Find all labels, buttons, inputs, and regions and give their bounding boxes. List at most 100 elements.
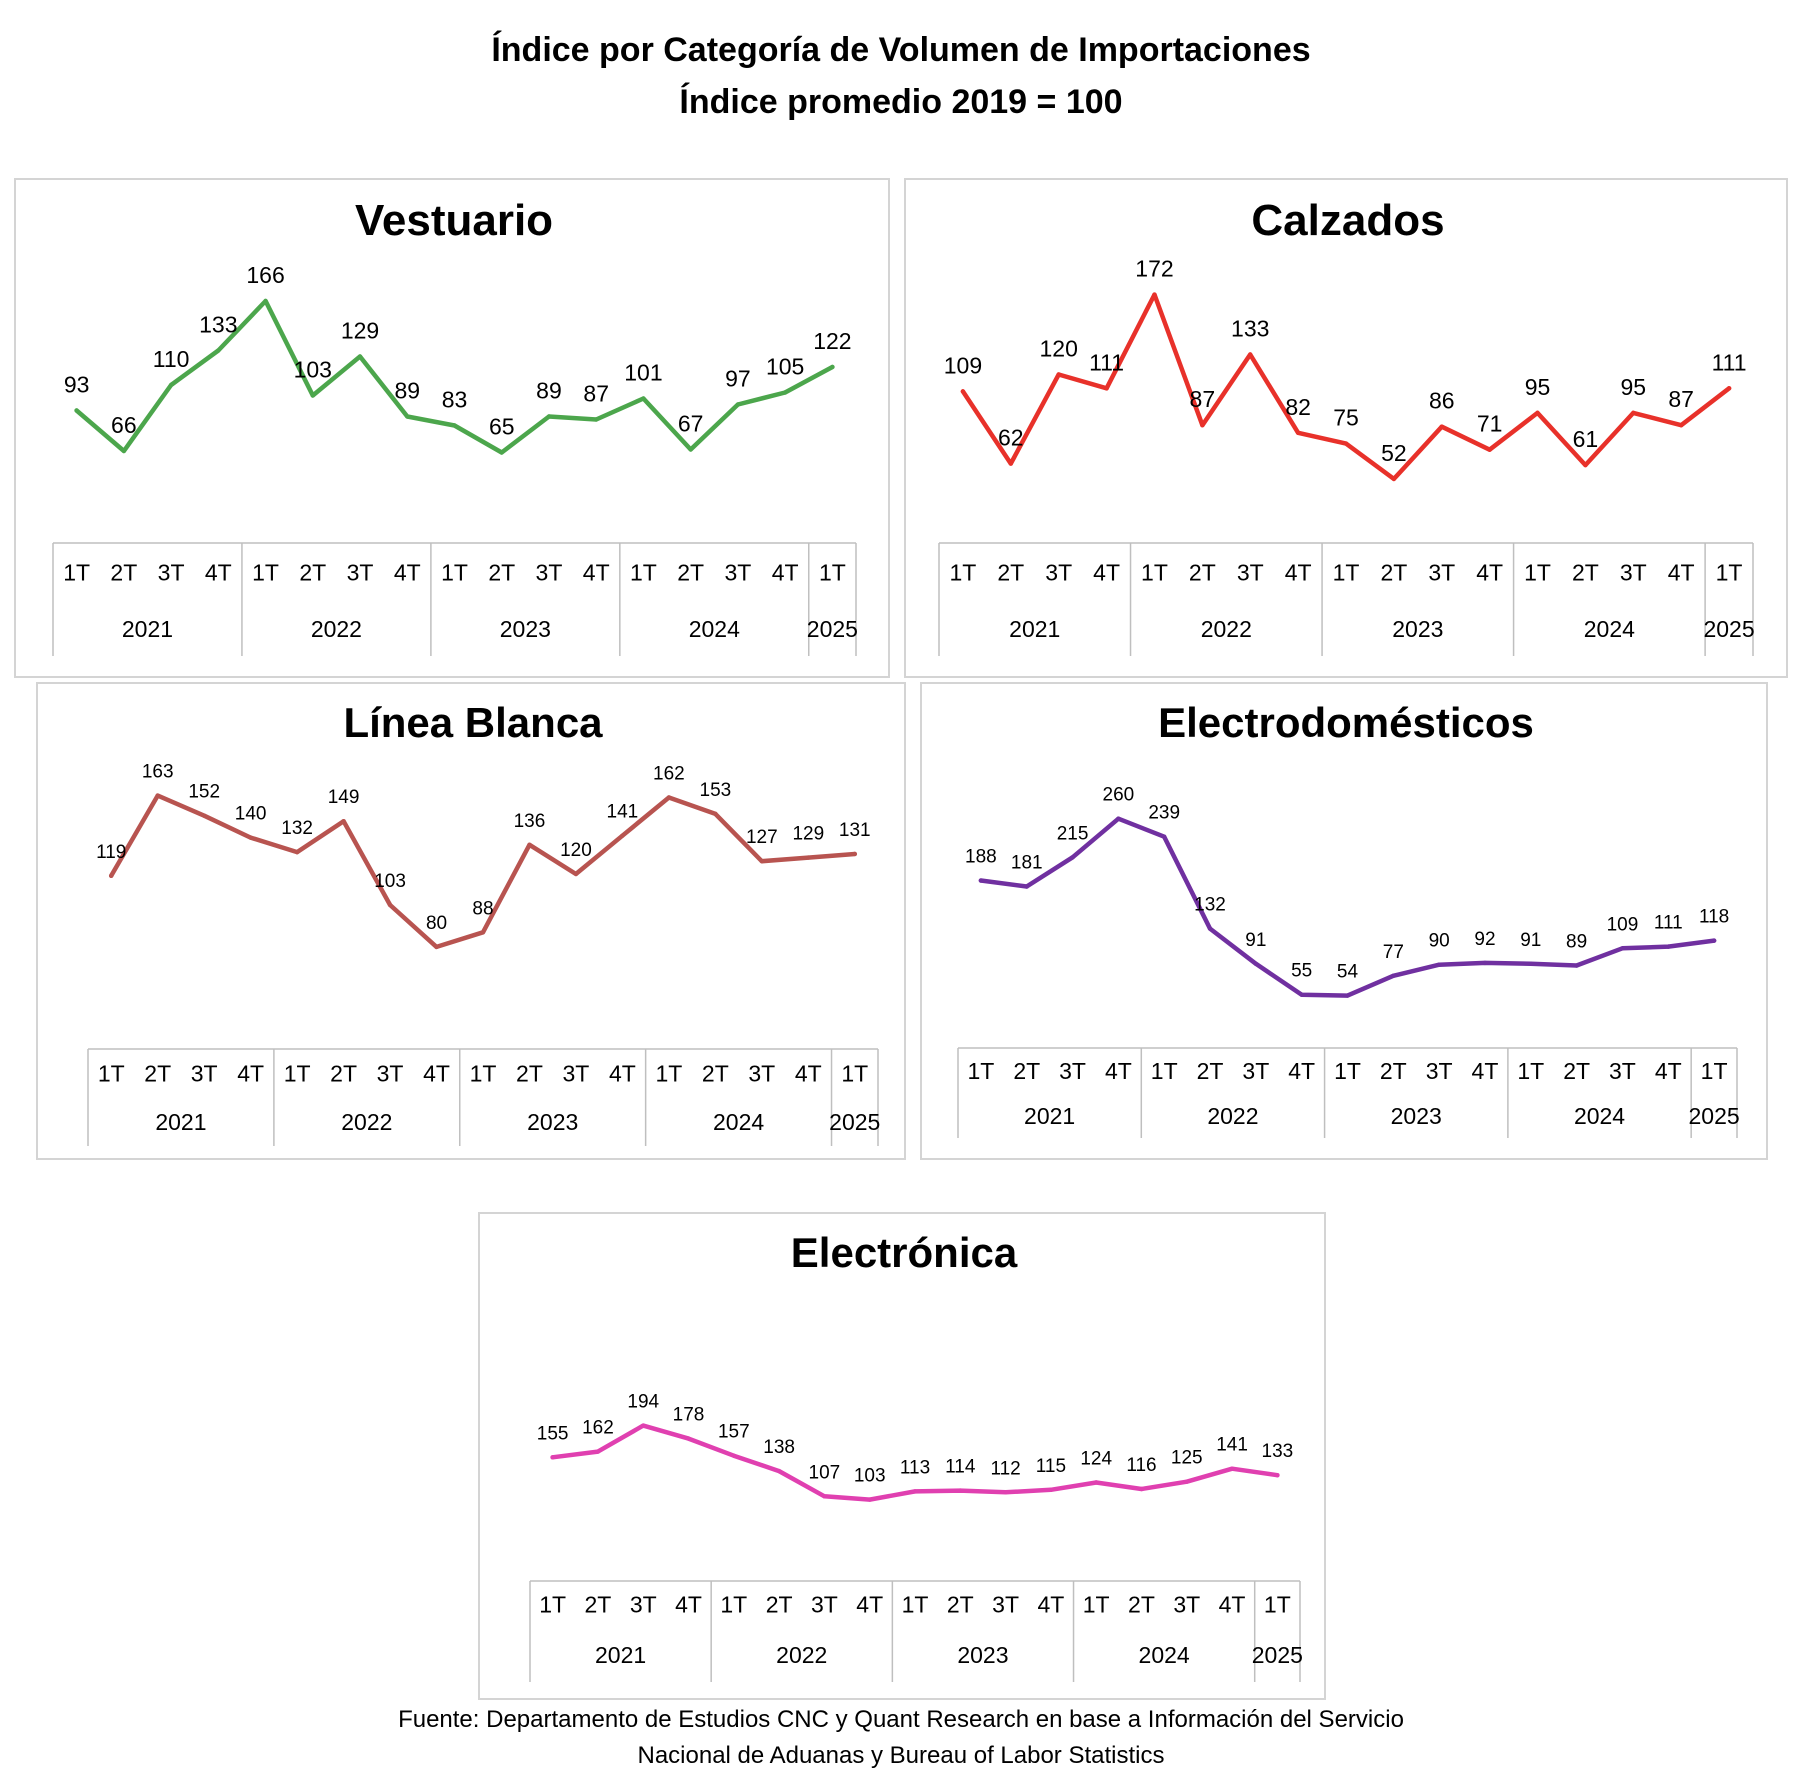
chart-panel-calzados: Calzados 1T 2T 3T 4T 1T 2T 3T 4T 1T 2T 3T 4T 1T 2T 3T 4T… xyxy=(904,178,1788,678)
source-line2: Nacional de Aduanas y Bureau of Labor St… xyxy=(637,1742,1165,1769)
quarter-tick-label: 1T xyxy=(950,560,977,586)
data-label: 93 xyxy=(64,372,90,398)
chart-title: Línea Blanca xyxy=(343,699,603,746)
data-label: 152 xyxy=(188,782,220,803)
data-point xyxy=(452,423,457,428)
source-line1: Fuente: Departamento de Estudios CNC y Q… xyxy=(398,1706,1404,1733)
data-point xyxy=(594,417,599,422)
data-label: 132 xyxy=(1194,895,1226,916)
data-label: 109 xyxy=(944,352,982,378)
quarter-tick-label: 3T xyxy=(1609,1058,1636,1084)
quarter-tick-label: 3T xyxy=(748,1061,775,1087)
data-label: 66 xyxy=(111,412,137,438)
data-point xyxy=(830,364,835,370)
data-point xyxy=(1253,961,1259,967)
data-point xyxy=(1184,1479,1189,1484)
data-point xyxy=(1528,961,1533,967)
data-label: 52 xyxy=(1381,440,1407,466)
quarter-tick-label: 1T xyxy=(98,1061,125,1087)
quarter-tick-label: 1T xyxy=(1524,560,1551,586)
data-label: 118 xyxy=(1699,907,1729,928)
quarter-tick-label: 3T xyxy=(377,1061,404,1087)
data-label: 113 xyxy=(900,1457,930,1478)
quarter-tick-label: 4T xyxy=(205,560,232,586)
quarter-tick-label: 4T xyxy=(1105,1058,1132,1084)
data-point xyxy=(1666,944,1671,949)
data-point xyxy=(405,414,410,419)
quarter-tick-label: 1T xyxy=(252,560,279,586)
data-label: 133 xyxy=(1262,1441,1294,1462)
quarter-tick-label: 1T xyxy=(655,1061,682,1087)
data-label: 87 xyxy=(1668,386,1694,412)
data-label: 65 xyxy=(489,414,515,440)
data-label: 107 xyxy=(809,1462,841,1483)
data-point xyxy=(1275,1472,1280,1478)
data-label: 111 xyxy=(1654,913,1683,934)
year-tick-label: 2024 xyxy=(713,1109,764,1135)
data-point xyxy=(978,878,984,883)
quarter-tick-label: 2T xyxy=(330,1061,357,1087)
quarter-tick-label: 1T xyxy=(470,1061,497,1087)
year-tick-label: 2023 xyxy=(1392,616,1443,642)
chart-title: Electrónica xyxy=(791,1229,1018,1276)
quarter-tick-label: 4T xyxy=(609,1061,636,1087)
quarter-tick-label: 4T xyxy=(1476,560,1503,586)
quarter-tick-label: 1T xyxy=(902,1592,929,1618)
quarter-tick-label: 1T xyxy=(1333,560,1360,586)
data-point xyxy=(121,448,127,454)
year-tick-label: 2021 xyxy=(1024,1103,1075,1129)
data-label: 124 xyxy=(1080,1449,1112,1470)
data-point xyxy=(620,833,625,838)
data-point xyxy=(1391,973,1396,979)
data-point xyxy=(1583,462,1588,468)
data-point xyxy=(1535,410,1540,416)
data-label: 260 xyxy=(1103,785,1135,806)
year-tick-label: 2022 xyxy=(1201,616,1252,642)
year-tick-label: 2025 xyxy=(807,616,858,642)
data-point xyxy=(387,902,393,908)
data-point xyxy=(735,402,741,407)
chart-panel-vestuario: Vestuario 1T 2T 3T 4T 1T 2T 3T 4T 1T 2T 3T 4T 1T 2T 3T 4… xyxy=(14,178,890,678)
quarter-tick-label: 2T xyxy=(1197,1058,1224,1084)
data-label: 111 xyxy=(1712,349,1747,375)
main-title-line2: Índice promedio 2019 = 100 xyxy=(679,83,1123,121)
year-tick-label: 2025 xyxy=(1703,616,1754,642)
data-label: 54 xyxy=(1337,962,1359,983)
main-title-line1: Índice por Categoría de Volumen de Impor… xyxy=(491,31,1311,69)
data-point xyxy=(759,859,765,864)
data-point xyxy=(573,871,579,877)
data-label: 133 xyxy=(199,312,237,338)
quarter-tick-label: 4T xyxy=(394,560,421,586)
series-line-linea-blanca xyxy=(108,793,858,950)
year-tick-label: 2022 xyxy=(1207,1103,1258,1129)
data-label: 172 xyxy=(1135,256,1173,282)
data-point xyxy=(1631,410,1636,416)
data-label: 103 xyxy=(854,1466,886,1487)
data-point xyxy=(1439,424,1444,429)
quarter-tick-label: 3T xyxy=(347,560,374,586)
data-label: 75 xyxy=(1333,405,1359,431)
data-point xyxy=(1093,1480,1099,1485)
data-label: 178 xyxy=(673,1405,705,1426)
data-point xyxy=(1024,884,1029,889)
data-label: 82 xyxy=(1285,394,1311,420)
quarter-tick-label: 2T xyxy=(997,560,1024,586)
quarter-tick-label: 2T xyxy=(947,1592,974,1618)
data-point xyxy=(731,1453,737,1458)
data-label: 92 xyxy=(1474,929,1495,950)
chart-title: Vestuario xyxy=(355,196,553,245)
year-tick-label: 2023 xyxy=(500,616,551,642)
quarter-tick-label: 4T xyxy=(1655,1058,1682,1084)
data-label: 166 xyxy=(246,262,284,288)
data-label: 129 xyxy=(792,824,824,845)
data-label: 120 xyxy=(560,840,592,861)
data-point xyxy=(341,818,346,824)
year-tick-label: 2025 xyxy=(829,1109,880,1135)
quarter-tick-label: 1T xyxy=(1716,560,1743,586)
quarter-tick-label: 3T xyxy=(1426,1058,1453,1084)
data-label: 103 xyxy=(374,871,406,892)
data-label: 111 xyxy=(1089,349,1124,375)
data-point xyxy=(1391,476,1397,482)
data-point xyxy=(1726,386,1732,391)
data-label: 87 xyxy=(1190,386,1216,412)
